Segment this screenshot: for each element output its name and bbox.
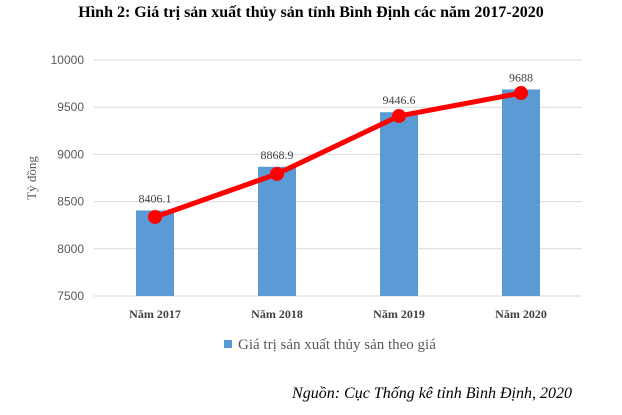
x-tick-label: Năm 2019 [373, 307, 425, 321]
x-tick-label: Năm 2018 [251, 307, 303, 321]
y-tick-label: 9000 [57, 147, 84, 161]
legend-label: Giá trị sản xuất thủy sản theo giá [238, 337, 436, 353]
source-note: Nguồn: Cục Thống kê tỉnh Bình Định, 2020 [292, 385, 572, 402]
bar [136, 210, 174, 296]
bar [258, 166, 296, 296]
y-tick-label: 9500 [57, 100, 84, 114]
legend-swatch [224, 340, 232, 348]
data-label: 9688 [509, 70, 533, 84]
data-label: 9446.6 [383, 93, 416, 107]
data-label: 8868.9 [261, 148, 294, 162]
chart-title: Hình 2: Giá trị sản xuất thủy sản tỉnh B… [78, 4, 544, 21]
trend-point [148, 209, 162, 224]
bar [502, 89, 540, 297]
bar [380, 112, 418, 296]
x-tick-label: Năm 2020 [495, 307, 547, 321]
y-tick-label: 8500 [57, 195, 84, 209]
y-tick-label: 7500 [57, 289, 84, 303]
y-tick-label: 10000 [51, 53, 85, 67]
trend-line [154, 90, 522, 220]
trend-point [514, 86, 528, 101]
x-tick-label: Năm 2017 [129, 307, 181, 321]
y-axis-label: Tỷ đồng [24, 156, 39, 200]
y-tick-label: 8000 [57, 242, 84, 256]
trend-point [392, 108, 406, 123]
trend-point [270, 166, 284, 181]
data-label: 8406.1 [139, 191, 172, 205]
